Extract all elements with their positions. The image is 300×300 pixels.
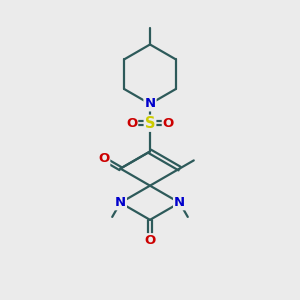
Text: O: O: [98, 152, 109, 165]
Text: N: N: [115, 196, 126, 209]
Text: O: O: [144, 234, 156, 247]
Text: O: O: [126, 117, 137, 130]
Text: O: O: [163, 117, 174, 130]
Text: N: N: [174, 196, 185, 209]
Text: N: N: [144, 98, 156, 110]
Text: S: S: [145, 116, 155, 131]
